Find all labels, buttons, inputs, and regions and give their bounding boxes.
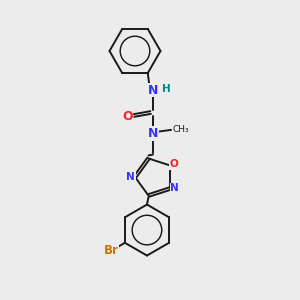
Text: N: N bbox=[126, 172, 135, 182]
Text: N: N bbox=[170, 184, 179, 194]
Text: H: H bbox=[162, 83, 171, 94]
Text: CH₃: CH₃ bbox=[172, 124, 189, 134]
Text: O: O bbox=[169, 159, 178, 169]
Text: O: O bbox=[122, 110, 133, 124]
Text: N: N bbox=[148, 83, 158, 97]
Text: N: N bbox=[148, 127, 158, 140]
Text: Br: Br bbox=[104, 244, 119, 257]
